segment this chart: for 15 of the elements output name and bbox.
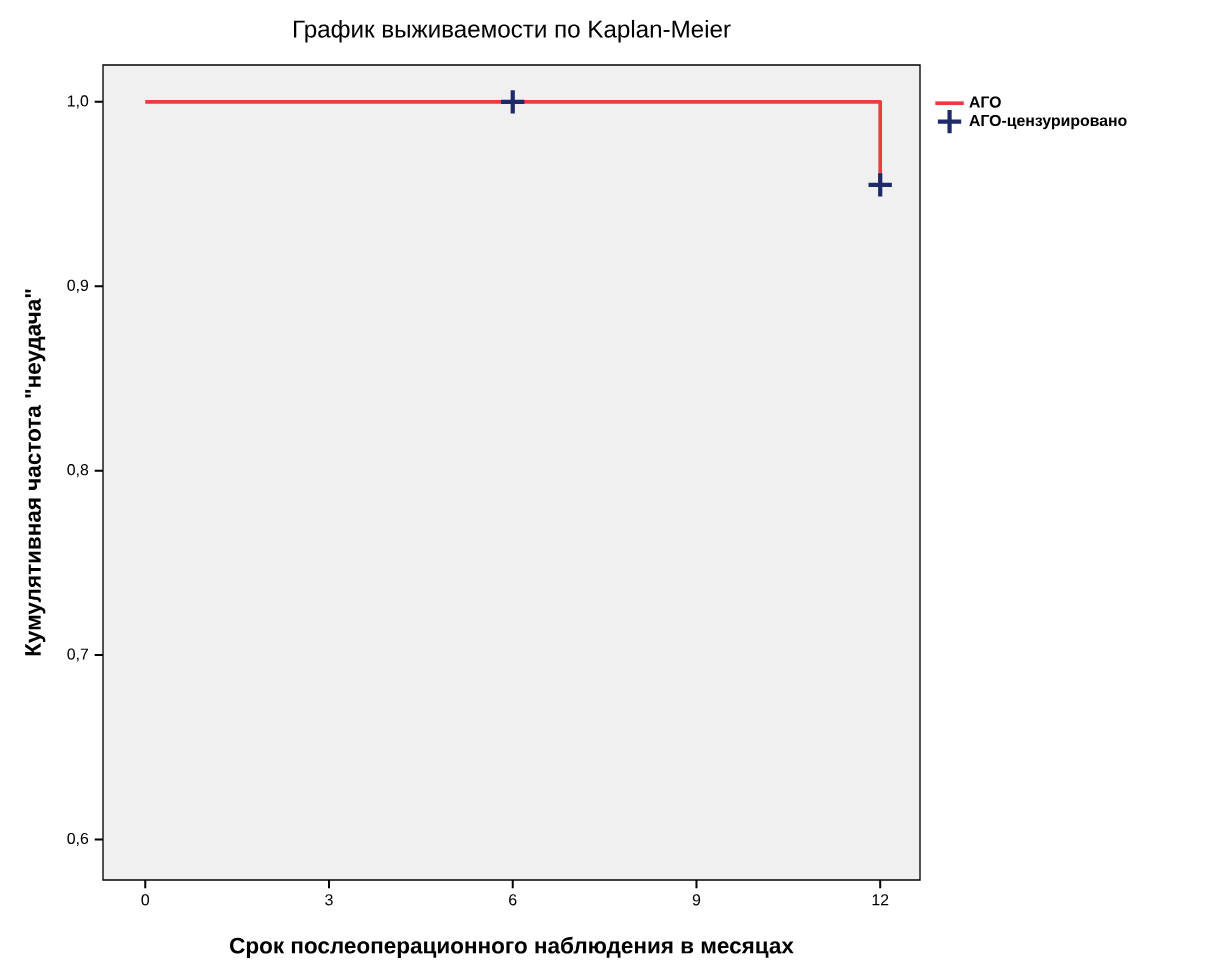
x-tick-label: 3 <box>325 894 333 906</box>
chart-title: График выживаемости по Kaplan-Meier <box>294 19 731 43</box>
y-axis-title: Кумулятивная частота "неудача" <box>25 289 46 656</box>
y-tick-label: 1,0 <box>67 95 89 109</box>
legend-label: АГО <box>969 96 1001 108</box>
y-tick-label: 0,7 <box>67 648 88 662</box>
y-tick-label: 0,6 <box>67 832 89 846</box>
x-tick-label: 0 <box>141 894 150 906</box>
y-tick-label: 0,8 <box>67 464 89 478</box>
y-tick-label: 0,9 <box>67 279 89 293</box>
x-axis-title: Срок послеоперационного наблюдения в месяцах <box>230 936 794 959</box>
legend-label: АГО-цензурировано <box>969 114 1127 130</box>
x-tick-label: 12 <box>872 894 889 906</box>
x-tick-label: 9 <box>692 894 701 906</box>
x-tick-label: 6 <box>509 894 517 906</box>
